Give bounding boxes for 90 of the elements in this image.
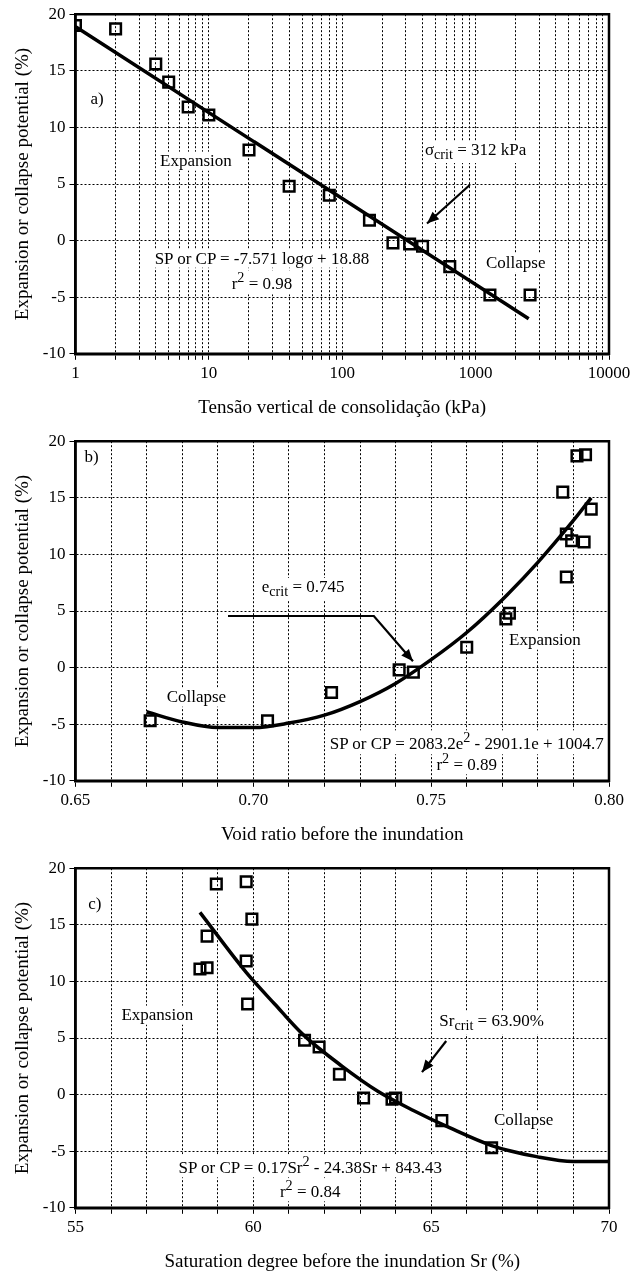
y-tick-label: 10 <box>48 970 66 990</box>
y-tick-label: 5 <box>56 600 66 620</box>
x-tick-label: 70 <box>600 1217 618 1237</box>
annotation: r$^{2}$ = 0.98 <box>229 269 295 295</box>
point <box>502 606 516 620</box>
point <box>245 912 259 926</box>
x-tick-label: 0.75 <box>416 790 447 810</box>
x-tick-label: 0.70 <box>238 790 269 810</box>
point <box>392 663 406 677</box>
y-tick-label: 15 <box>48 487 66 507</box>
point <box>325 685 339 700</box>
point <box>559 527 573 541</box>
x-tick-label: 10 <box>200 363 218 383</box>
annotation: r$^{2}$ = 0.89 <box>436 750 498 774</box>
point <box>556 485 570 499</box>
point <box>200 929 214 943</box>
y-tick-label: -5 <box>51 286 66 306</box>
x-tick-label: 65 <box>422 1217 440 1237</box>
point <box>570 449 584 463</box>
point <box>193 962 207 976</box>
point <box>209 877 223 891</box>
x-tick-label: 0.65 <box>60 790 91 810</box>
annotation: σ$_{crit}$ = 312 kPa <box>422 140 529 164</box>
point <box>565 534 579 548</box>
x-axis-title: Void ratio before the inundation <box>221 822 464 844</box>
point <box>485 1141 499 1155</box>
x-tick-label: 1000 <box>458 363 493 383</box>
point <box>385 1092 399 1106</box>
point <box>435 1114 449 1128</box>
y-tick-label: -5 <box>51 713 66 733</box>
y-axis-title: Expansion or collapse potential (%) <box>11 47 34 321</box>
y-tick-label: 5 <box>56 1027 66 1047</box>
y-axis-title: Expansion or collapse potential (%) <box>11 474 34 748</box>
y-tick-label: 20 <box>48 857 66 877</box>
point <box>239 954 253 968</box>
point <box>584 502 598 516</box>
x-tick-label: 60 <box>244 1217 262 1237</box>
y-tick-label: 20 <box>48 3 66 23</box>
y-tick-label: 10 <box>48 116 66 136</box>
annotation: Expansion <box>158 151 234 171</box>
y-tick-label: -5 <box>51 1140 66 1160</box>
x-tick-label: 100 <box>329 363 355 383</box>
point <box>297 1033 312 1047</box>
y-tick-label: 0 <box>56 1084 66 1104</box>
annotation: Sr$_{crit}$ = 63.90% <box>437 1011 546 1035</box>
x-axis-title: Tensão vertical de consolidação (kPa) <box>198 395 487 418</box>
point <box>499 612 513 626</box>
annotation: b) <box>82 446 101 467</box>
annotation: c) <box>86 894 104 914</box>
y-tick-label: -10 <box>42 343 66 363</box>
point <box>332 1067 346 1081</box>
annotation: e$_{crit}$ = 0.745 <box>259 577 347 601</box>
annotation: Collapse <box>491 1109 556 1129</box>
point <box>260 714 275 728</box>
y-tick-label: 0 <box>56 230 66 250</box>
annotation: a) <box>88 88 106 109</box>
y-tick-label: 15 <box>48 60 66 80</box>
point <box>577 535 591 549</box>
point <box>143 714 157 728</box>
point <box>239 875 253 889</box>
x-tick-label: 10000 <box>587 363 631 383</box>
point <box>406 665 420 679</box>
point <box>200 961 214 975</box>
annotation: SP or CP = 0.17Sr$^{2}$ - 24.38Sr + 843.43 <box>176 1153 444 1178</box>
annotation: Collapse <box>164 686 229 707</box>
y-tick-label: 5 <box>56 173 66 193</box>
y-tick-label: 15 <box>48 914 66 934</box>
x-tick-label: 55 <box>66 1217 84 1237</box>
point <box>559 570 573 584</box>
point <box>578 448 593 462</box>
point <box>389 1091 403 1105</box>
annotation: Collapse <box>484 252 548 273</box>
y-axis-title: Expansion or collapse potential (%) <box>11 901 34 1175</box>
y-tick-label: -10 <box>42 1197 66 1217</box>
y-tick-label: -10 <box>42 770 66 790</box>
annotation: SP or CP = 2083.2e$^{2}$ - 2901.1e + 1004.7 <box>327 729 606 754</box>
x-axis-title: Saturation degree before the inundation Sr (%) <box>164 1249 521 1272</box>
y-tick-label: 0 <box>56 657 66 677</box>
annotation: SP or CP = -7.571 logσ + 18.88 <box>152 248 372 269</box>
point <box>357 1091 371 1105</box>
annotation: Expansion <box>119 1005 196 1025</box>
y-tick-label: 20 <box>48 430 66 450</box>
point <box>312 1040 326 1054</box>
point <box>460 640 474 654</box>
y-tick-label: 10 <box>48 543 66 563</box>
point <box>241 997 255 1011</box>
annotation: r$^{2}$ = 0.84 <box>277 1177 343 1202</box>
x-tick-label: 1 <box>71 363 80 383</box>
x-tick-label: 0.80 <box>594 790 624 810</box>
annotation: Expansion <box>507 630 583 650</box>
